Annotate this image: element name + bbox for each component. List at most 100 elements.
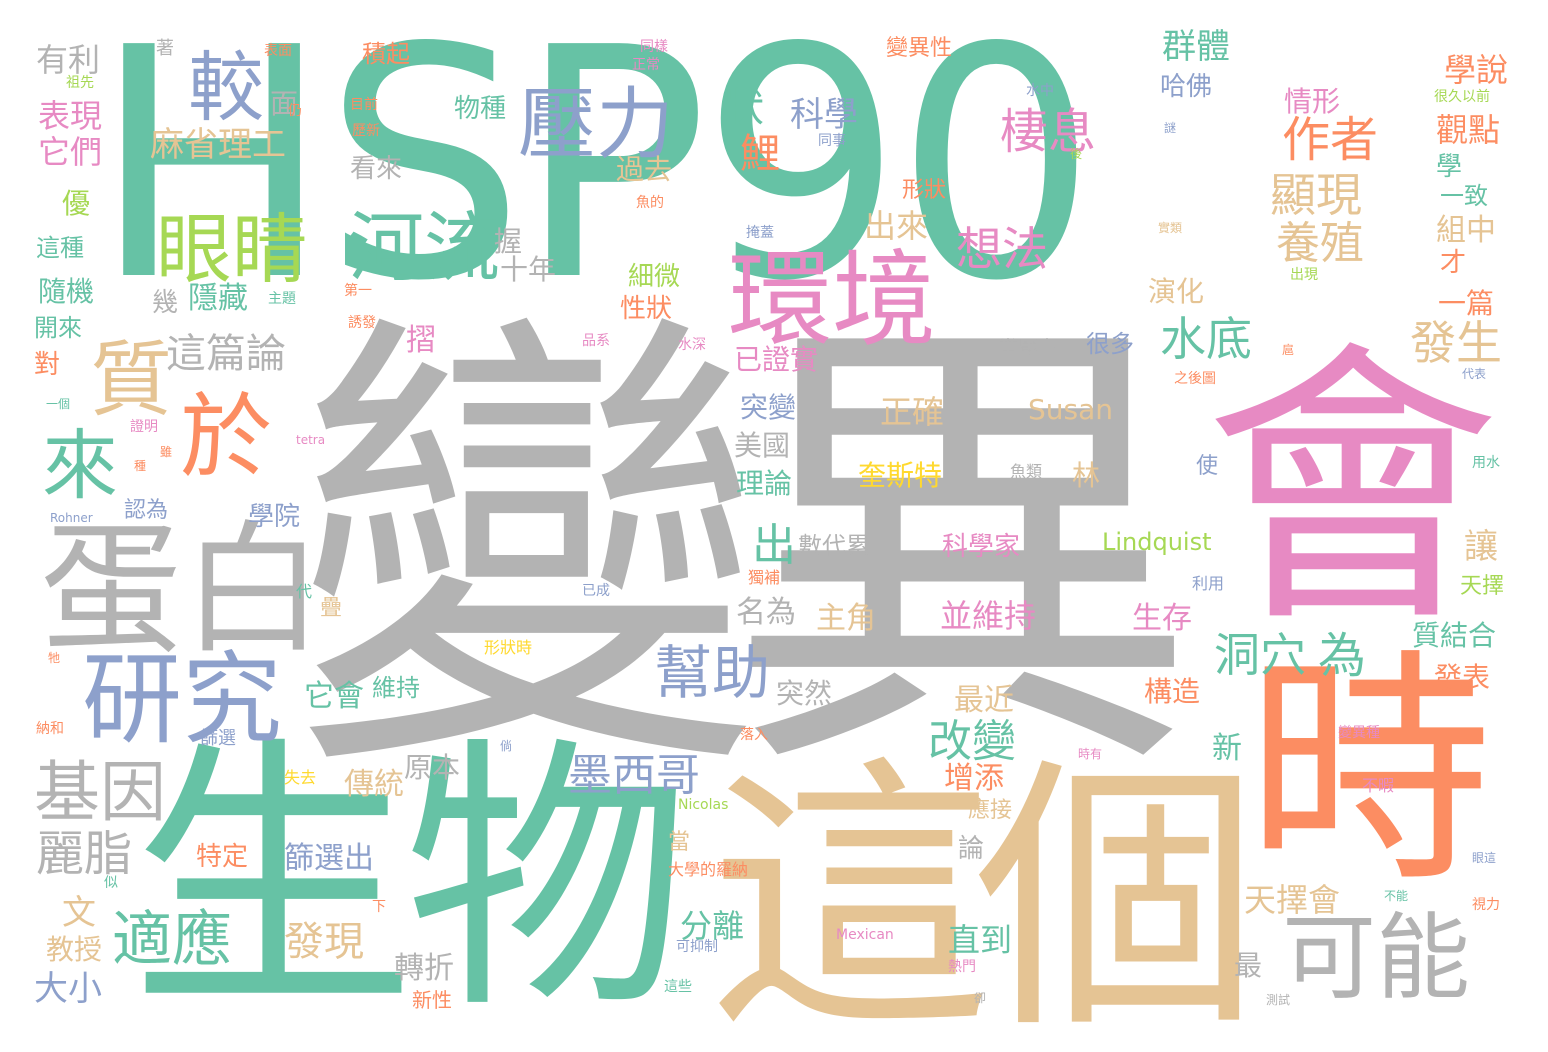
word-current: 目前 [350,97,378,113]
word-spread: 開來 [34,314,82,342]
word-inhibit: 可抑制 [676,939,718,955]
word-let: 讓 [1464,527,1498,567]
word-lin: 林 [1072,459,1101,492]
word-first: 第一 [344,283,372,299]
word-hsp90: HSP90 [92,0,1097,350]
word-mexico: 墨西哥 [568,750,700,801]
word-natural-selection-will: 天擇會 [1244,881,1341,919]
word-idea: 想法 [956,222,1048,276]
word-hu: 扈 [1282,343,1295,357]
word-group: 群體 [1162,27,1230,67]
word-colleague: 同事 [818,133,846,149]
word-university: 大學的羅納 [668,860,749,879]
word-cave: 洞穴 [1214,628,1306,682]
word-pressure: 壓力 [518,80,675,170]
word-use-water: 用水 [1472,455,1500,471]
word-adapt: 適應 [112,905,232,975]
word-fish: 魚類 [1010,462,1043,481]
word-come: 來 [42,421,118,510]
word-lipid: 麗脂 [36,826,133,882]
word-natural-selection: 天擇 [1460,574,1505,599]
word-theory2: 理論 [736,467,793,500]
word-generation: 代 [296,582,313,601]
word-below: 下 [372,899,386,915]
word-cannot: 不能 [1384,889,1409,903]
word-believe: 認為 [124,498,169,523]
word-zhe: 著 [156,38,174,59]
word-make: 使 [1196,454,1219,479]
word-farming: 養殖 [1276,218,1364,269]
word-add: 增添 [944,761,1004,796]
word-nicolas: Nicolas [678,797,729,813]
word-recently: 最近 [954,683,1014,718]
word-consistent: 一致 [1440,182,1488,210]
word-susan: Susan [1028,393,1114,426]
word-renew: 歷新 [352,123,380,139]
word-random: 隨機 [38,275,95,308]
word-hidden: 隱藏 [188,281,248,316]
word-text: 文 [62,893,96,933]
word-grasp: 握 [494,225,523,258]
word-vision: 視力 [1472,897,1500,913]
word-when-pressure: 當壓力 [998,336,1058,360]
word-mutation: 突變 [740,391,797,424]
word-carp: 鯉 [740,131,780,177]
word-originally: 原本 [404,751,461,784]
word-when: 當 [668,830,691,855]
word-variation: 變異 [292,279,1198,828]
word-form: 形狀 [902,178,947,203]
word-confirmed: 已證實 [734,343,819,376]
word-water-depth: 水深 [678,337,706,353]
word-viewpoint: 觀點 [1436,111,1501,149]
word-river: 河流 [348,203,500,292]
word-this-kind: 這種 [36,234,84,262]
word-several: 幾 [152,288,179,318]
word-come-out: 出來 [864,207,929,245]
word-turning-point: 轉折 [394,951,454,986]
word-riddle: 謎 [1164,121,1177,135]
word-species: 物種 [454,94,507,124]
word-if: 倘 [500,739,513,753]
word-variability: 變異性 [886,36,953,61]
word-mit: 麻省理工 [150,125,286,165]
word-become: 已成 [582,583,610,599]
word-for: 為 [1318,628,1367,684]
word-stack: 疊 [320,596,343,621]
word-manifest: 顯現 [1270,168,1362,222]
word-busy: 不暇 [1362,776,1395,795]
word-filter: 篩選 [200,728,236,749]
word-quality: 質 [90,333,173,428]
word-screened: 篩選出 [284,841,374,876]
word-in-group: 組中 [1436,213,1496,248]
word-decade: 十年 [500,253,557,286]
word-underwater: 水底 [1160,312,1252,366]
word-generations: 數代累 [798,532,870,560]
word-usa: 美國 [734,429,791,462]
word-possible: 可能 [1282,904,1471,1013]
word-named: 名為 [736,595,796,630]
word-suddenly: 突然 [776,677,833,710]
word-towards: 對 [34,350,61,380]
word-evolution: 演化 [1148,275,1205,308]
word-discover: 發現 [284,919,364,965]
word-rohner: Rohner [50,511,93,525]
word-until: 直到 [948,921,1013,959]
word-it: 牠 [48,651,61,665]
word-learn: 學 [1436,152,1463,182]
word-institute: 學院 [248,502,301,532]
word-induce: 誘發 [348,315,376,331]
word-new: 新 [1212,731,1242,766]
word-accept-and: 納和 [36,721,64,737]
word-in-water: 水中 [1026,83,1054,99]
word-at: 於 [180,384,273,491]
word-survive: 生存 [1132,601,1192,636]
word-discuss: 論 [958,834,985,864]
word-protein: 蛋白 [40,508,324,673]
word-they: 它們 [38,133,103,171]
word-one-paper: 一篇 [1438,287,1495,320]
word-theory: 學說 [1444,51,1509,89]
word-research: 研究 [82,641,282,758]
word-use: 利用 [1192,574,1225,593]
word-although: 雖 [160,445,173,459]
